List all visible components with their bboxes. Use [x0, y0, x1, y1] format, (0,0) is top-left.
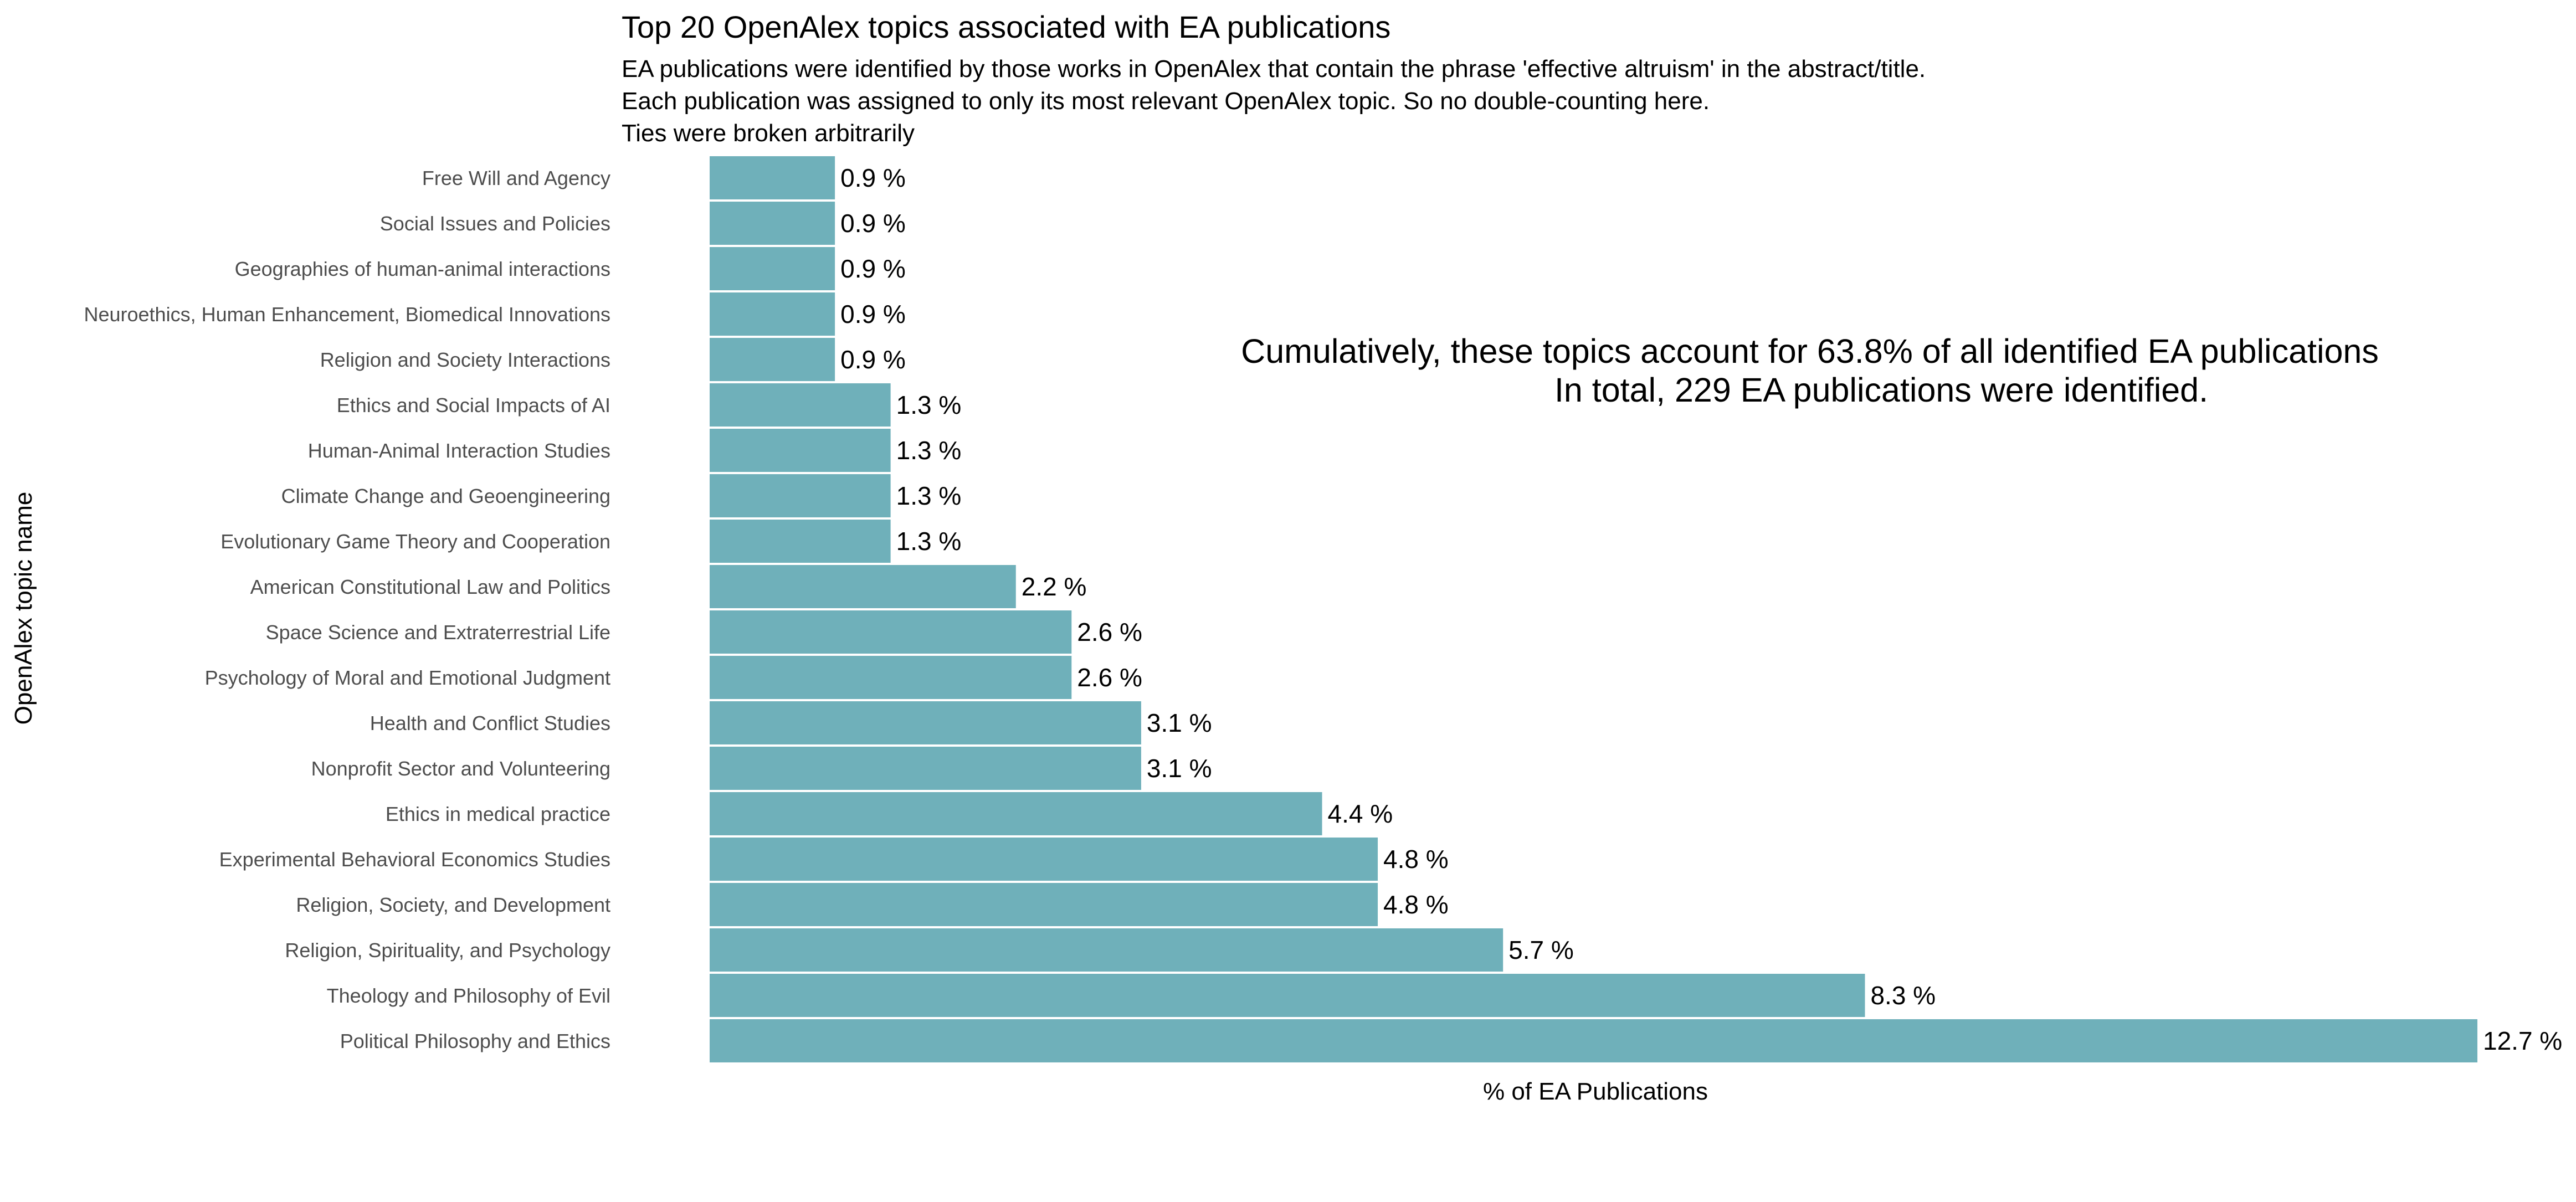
subtitle-line-3: Ties were broken arbitrarily — [622, 120, 915, 147]
y-tick-label: Human-Animal Interaction Studies — [308, 439, 610, 462]
bar — [710, 202, 835, 245]
bar-value-labels: 0.9 % 0.9 % 0.9 % 0.9 % 0.9 % 1.3 % 1.3 % 1.3 %… — [840, 163, 2562, 1055]
y-tick-label: Religion, Society, and Development — [296, 893, 610, 916]
subtitle-line-2: Each publication was assigned to only it… — [622, 88, 1710, 115]
bar-value-label: 3.1 % — [1147, 754, 1212, 783]
y-tick-label: Political Philosophy and Ethics — [340, 1030, 610, 1052]
y-tick-labels: Free Will and Agency Social Issues and Po… — [84, 167, 610, 1052]
bar — [710, 883, 1378, 926]
bar — [710, 338, 835, 381]
y-tick-label: Theology and Philosophy of Evil — [327, 984, 610, 1007]
bar — [710, 838, 1378, 881]
bar-value-label: 2.2 % — [1022, 572, 1087, 601]
y-tick-label: Experimental Behavioral Economics Studie… — [219, 848, 610, 871]
chart-title: Top 20 OpenAlex topics associated with E… — [622, 9, 1391, 44]
x-axis-title: % of EA Publications — [1483, 1078, 1708, 1105]
bar — [710, 656, 1072, 699]
bar-value-label: 1.3 % — [896, 481, 962, 510]
bar — [710, 610, 1072, 654]
bar — [710, 701, 1141, 744]
chart-subtitle: EA publications were identified by those… — [622, 53, 1926, 150]
y-tick-label: Ethics in medical practice — [386, 803, 610, 825]
annotation-line-2: In total, 229 EA publications were ident… — [1554, 371, 2208, 409]
bar-value-label: 2.6 % — [1077, 618, 1142, 646]
bar — [710, 792, 1322, 835]
bar — [710, 1019, 2477, 1062]
bar-value-label: 2.6 % — [1077, 663, 1142, 692]
y-tick-label: Ethics and Social Impacts of AI — [337, 394, 610, 417]
bar-value-label: 0.9 % — [840, 209, 906, 238]
bar — [710, 247, 835, 290]
bar — [710, 292, 835, 336]
bar — [710, 565, 1016, 608]
bar-value-label: 0.9 % — [840, 163, 906, 192]
annotation-line-1: Cumulatively, these topics account for 6… — [1241, 332, 2379, 370]
bar-value-label: 4.8 % — [1383, 890, 1449, 919]
bar — [710, 974, 1865, 1017]
y-tick-label: Space Science and Extraterrestrial Life — [266, 621, 610, 644]
bar-value-label: 3.1 % — [1147, 708, 1212, 737]
y-tick-label: Evolutionary Game Theory and Cooperation — [220, 530, 610, 553]
bar-value-label: 0.9 % — [840, 254, 906, 283]
y-tick-label: Geographies of human-animal interactions — [235, 258, 610, 280]
bar — [710, 747, 1141, 790]
bar-value-label: 4.4 % — [1328, 799, 1393, 828]
bar-value-label: 8.3 % — [1870, 981, 1936, 1010]
bar-value-label: 0.9 % — [840, 300, 906, 328]
y-tick-label: Climate Change and Geoengineering — [281, 485, 610, 507]
y-tick-label: Religion, Spirituality, and Psychology — [285, 939, 610, 962]
bar — [710, 474, 891, 517]
bar-value-label: 1.3 % — [896, 391, 962, 419]
bar — [710, 928, 1503, 972]
bars-layer — [710, 156, 2477, 1062]
y-tick-label: Free Will and Agency — [422, 167, 610, 189]
bar — [710, 520, 891, 563]
y-axis-title: OpenAlex topic name — [10, 492, 37, 725]
y-tick-label: Religion and Society Interactions — [320, 348, 610, 371]
subtitle-line-1: EA publications were identified by those… — [622, 55, 1926, 83]
bar-value-label: 1.3 % — [896, 527, 962, 556]
bar-value-label: 1.3 % — [896, 436, 962, 465]
bar-value-label: 5.7 % — [1508, 936, 1574, 964]
y-tick-label: American Constitutional Law and Politics — [250, 576, 610, 598]
bar — [710, 429, 891, 472]
bar — [710, 383, 891, 427]
y-tick-label: Psychology of Moral and Emotional Judgme… — [205, 666, 610, 689]
y-tick-label: Social Issues and Policies — [380, 212, 610, 235]
bar-value-label: 12.7 % — [2483, 1026, 2562, 1055]
bar — [710, 156, 835, 199]
y-tick-label: Neuroethics, Human Enhancement, Biomedic… — [84, 303, 610, 326]
bar-value-label: 4.8 % — [1383, 845, 1449, 874]
bar-value-label: 0.9 % — [840, 345, 906, 374]
y-tick-label: Health and Conflict Studies — [370, 712, 610, 734]
y-tick-label: Nonprofit Sector and Volunteering — [311, 757, 610, 780]
